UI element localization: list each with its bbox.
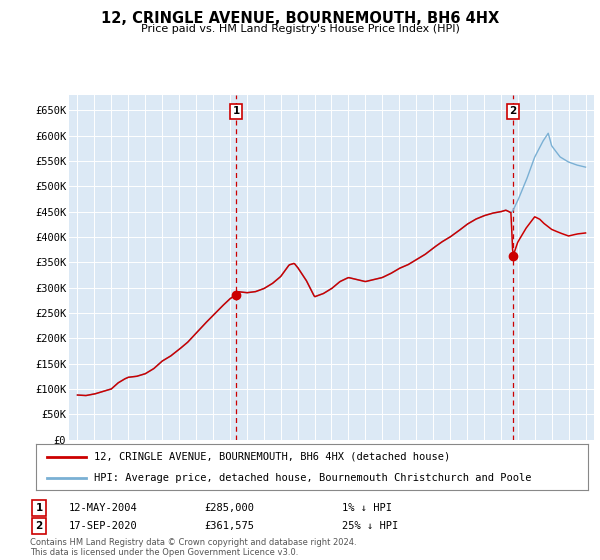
- Text: £285,000: £285,000: [204, 503, 254, 513]
- Text: £361,575: £361,575: [204, 521, 254, 531]
- Text: Contains HM Land Registry data © Crown copyright and database right 2024.
This d: Contains HM Land Registry data © Crown c…: [30, 538, 356, 557]
- Text: 12, CRINGLE AVENUE, BOURNEMOUTH, BH6 4HX (detached house): 12, CRINGLE AVENUE, BOURNEMOUTH, BH6 4HX…: [94, 452, 450, 462]
- Text: Price paid vs. HM Land Registry's House Price Index (HPI): Price paid vs. HM Land Registry's House …: [140, 24, 460, 34]
- Text: 12-MAY-2004: 12-MAY-2004: [69, 503, 138, 513]
- Text: 12, CRINGLE AVENUE, BOURNEMOUTH, BH6 4HX: 12, CRINGLE AVENUE, BOURNEMOUTH, BH6 4HX: [101, 11, 499, 26]
- Text: 2: 2: [35, 521, 43, 531]
- Text: 2: 2: [509, 106, 517, 116]
- Text: 17-SEP-2020: 17-SEP-2020: [69, 521, 138, 531]
- Text: 1% ↓ HPI: 1% ↓ HPI: [342, 503, 392, 513]
- Text: 25% ↓ HPI: 25% ↓ HPI: [342, 521, 398, 531]
- Text: HPI: Average price, detached house, Bournemouth Christchurch and Poole: HPI: Average price, detached house, Bour…: [94, 473, 532, 483]
- Text: 1: 1: [35, 503, 43, 513]
- Text: 1: 1: [232, 106, 239, 116]
